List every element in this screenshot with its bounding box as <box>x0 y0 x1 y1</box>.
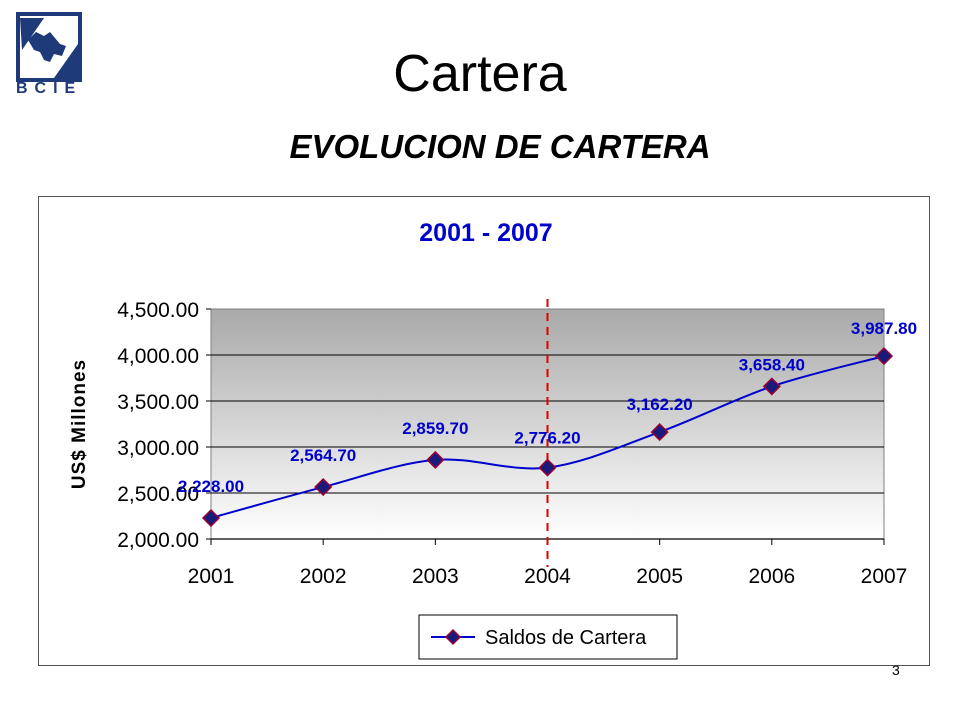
y-axis-label: US$ Millones <box>69 359 90 489</box>
data-point <box>538 458 557 477</box>
y-tick-label: 3,500.00 <box>117 391 199 414</box>
page-number: 3 <box>892 662 900 678</box>
data-label: 2,564.70 <box>290 446 356 465</box>
bcie-logo-icon <box>16 12 82 82</box>
data-point <box>874 347 894 366</box>
data-point <box>426 450 445 469</box>
data-label: 2,859.70 <box>402 419 468 438</box>
chart-title: 2001 - 2007 <box>419 219 552 247</box>
chart-container: 2001 - 2007 2,000.00 2,500.00 3,000.00 3,50… <box>38 196 930 666</box>
data-point <box>762 377 781 396</box>
page-subtitle: EVOLUCION DE CARTERA <box>289 128 711 165</box>
y-tick-label: 2,500.00 <box>117 483 199 506</box>
y-tick-label: 4,000.00 <box>117 345 199 368</box>
line-chart: 2001 - 2007 2,000.00 2,500.00 3,000.00 3,50… <box>69 219 917 660</box>
y-tick-label: 4,500.00 <box>117 299 199 322</box>
data-label: 3,162.20 <box>627 395 693 414</box>
data-label: 2,228.00 <box>178 477 244 496</box>
x-tick-label: 2006 <box>748 565 795 588</box>
page-title: Cartera <box>393 45 567 103</box>
data-label: 3,658.40 <box>739 355 805 374</box>
diamond-marker-icon <box>444 628 462 646</box>
x-tick-label: 2002 <box>300 565 347 588</box>
legend: Saldos de Cartera <box>418 614 678 660</box>
data-label: 3,987.80 <box>851 319 917 338</box>
x-tick-label: 2003 <box>412 565 459 588</box>
x-tick-label: 2005 <box>636 565 683 588</box>
data-point <box>314 477 333 497</box>
y-tick-label: 2,000.00 <box>117 529 199 552</box>
x-tick-label: 2004 <box>524 565 571 588</box>
y-tick-label: 3,000.00 <box>117 437 199 460</box>
legend-label: Saldos de Cartera <box>485 627 647 649</box>
data-point <box>201 508 221 528</box>
data-point <box>650 423 669 442</box>
x-tick-label: 2007 <box>861 565 908 588</box>
x-tick-label: 2001 <box>188 565 235 588</box>
logo-text: BCIE <box>16 80 83 97</box>
data-label: 2,776.20 <box>514 429 580 448</box>
